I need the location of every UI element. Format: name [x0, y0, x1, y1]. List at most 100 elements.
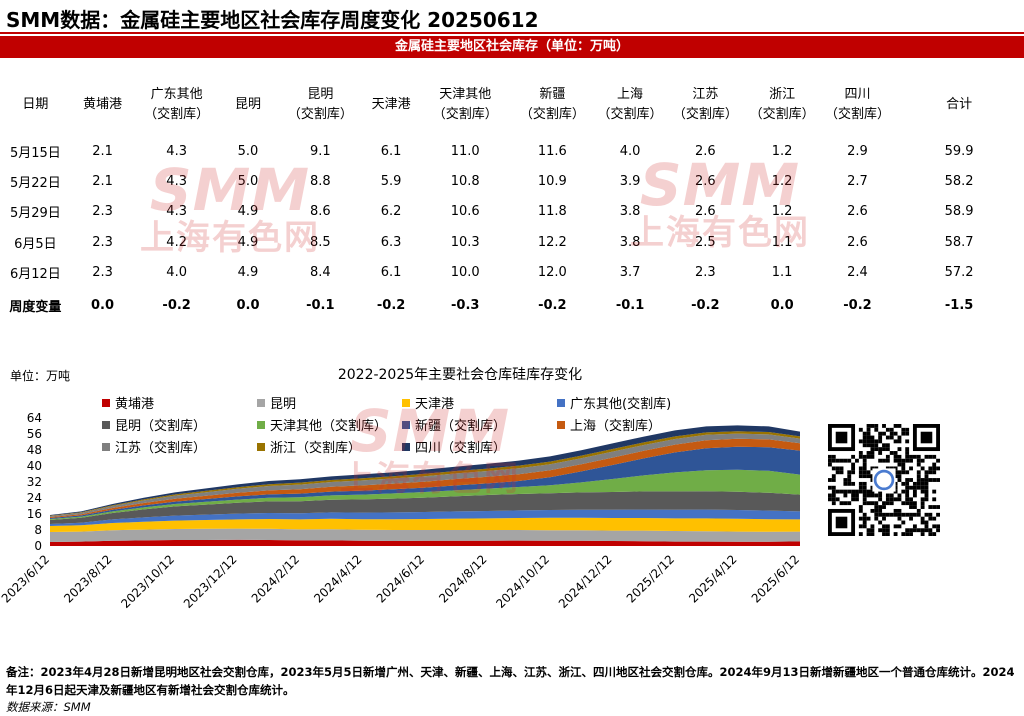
qr-module — [897, 462, 902, 467]
table-cell: 2.7 — [847, 174, 868, 190]
qr-module — [855, 497, 859, 502]
qr-module — [897, 470, 902, 475]
qr-module — [893, 532, 898, 536]
qr-module — [828, 497, 832, 502]
chart-title: 2022-2025年主要社会仓库硅库存变化 — [337, 367, 583, 383]
qr-module — [928, 532, 933, 536]
qr-module — [878, 435, 883, 440]
legend-swatch — [102, 398, 110, 407]
qr-module — [889, 493, 894, 498]
qr-module — [928, 478, 933, 482]
table-cell: 10.9 — [537, 174, 567, 190]
qr-module — [936, 466, 940, 471]
table-cell: 6.1 — [380, 265, 402, 281]
qr-module — [901, 501, 906, 506]
qr-module — [882, 443, 886, 448]
page-title: SMM数据：金属硅主要地区社会库存周度变化 20250612 — [6, 8, 539, 32]
table-cell: 2.4 — [847, 265, 868, 281]
table-cell: 11.6 — [537, 143, 567, 159]
qr-module — [866, 470, 871, 475]
table-cell: 2.6 — [695, 143, 716, 159]
qr-module — [835, 470, 840, 475]
qr-module — [936, 512, 940, 517]
y-tick-label: 8 — [34, 523, 42, 537]
qr-module — [889, 466, 894, 471]
qr-module — [885, 512, 890, 517]
qr-module — [870, 454, 875, 459]
weekly-change-cell: -0.3 — [451, 298, 480, 314]
qr-module — [901, 458, 906, 463]
qr-module — [916, 481, 921, 486]
column-header-label: 江苏 — [692, 87, 719, 102]
qr-module — [901, 512, 906, 517]
x-tick: 2023/12/12 — [181, 552, 240, 611]
qr-module — [851, 497, 856, 502]
qr-module — [897, 447, 902, 452]
qr-module — [916, 454, 921, 459]
qr-module — [916, 478, 921, 482]
legend-swatch — [102, 420, 110, 429]
table-cell: 4.0 — [166, 265, 187, 281]
y-tick-label: 16 — [27, 507, 42, 521]
footnote: 备注：2023年4月28日新增昆明地区社会交割仓库，2023年5月5日新增广州、… — [6, 665, 1015, 697]
qr-module — [874, 427, 879, 432]
qr-module — [909, 497, 913, 502]
qr-module — [905, 454, 910, 459]
qr-module — [905, 447, 910, 452]
qr-module — [905, 485, 910, 490]
title-divider — [0, 32, 1024, 34]
column-header-sublabel: （交割库） — [597, 107, 663, 122]
qr-module — [924, 497, 929, 502]
qr-module — [878, 508, 883, 513]
qr-module — [862, 497, 867, 502]
qr-module — [893, 524, 898, 529]
qr-module — [831, 493, 836, 498]
qr-module — [920, 481, 925, 486]
area-series — [50, 539, 800, 546]
y-tick-label: 64 — [27, 411, 42, 425]
area-series — [50, 469, 800, 520]
qr-module — [909, 454, 913, 459]
column-header-label: 广东其他 — [150, 87, 203, 102]
qr-module — [885, 435, 890, 440]
qr-module — [885, 466, 890, 471]
legend-swatch — [557, 420, 565, 429]
legend-swatch — [402, 398, 410, 407]
qr-module — [882, 501, 886, 506]
qr-module — [855, 489, 859, 494]
qr-module — [912, 505, 917, 509]
qr-module — [920, 505, 925, 509]
qr-module — [924, 470, 929, 475]
qr-module — [928, 528, 933, 533]
table-row: 5月29日 2.3 4.3 4.9 8.6 6.2 10.6 11.8 3.8 2.6 1.2 2.6… — [0, 197, 1024, 227]
x-tick-label: 2025/2/12 — [624, 552, 677, 605]
legend-label: 天津其他（交割库） — [270, 419, 388, 434]
table-row: 5月15日 2.1 4.3 5.0 9.1 6.1 11.0 11.6 4.0 2.6 1.2 2.9… — [0, 136, 1024, 166]
qr-module — [866, 528, 871, 533]
qr-module — [909, 458, 913, 463]
qr-module — [874, 501, 879, 506]
qr-module — [916, 462, 921, 467]
qr-module — [870, 451, 875, 455]
qr-module — [924, 520, 929, 525]
qr-module — [874, 443, 879, 448]
table-cell: 2.3 — [92, 234, 113, 250]
qr-module — [885, 493, 890, 498]
qr-module — [893, 466, 898, 471]
legend-item: 广东其他(交割库) — [557, 393, 671, 412]
column-header-label: 天津其他 — [439, 87, 492, 102]
weekly-change-cell: -0.2 — [691, 298, 720, 314]
qr-module — [862, 435, 867, 440]
qr-module — [828, 493, 832, 498]
qr-module — [866, 427, 871, 432]
qr-module — [858, 439, 863, 444]
qr-module — [897, 424, 902, 428]
qr-module — [897, 497, 902, 502]
qr-module — [866, 435, 871, 440]
table-cell: 2.3 — [92, 204, 113, 220]
qr-module — [831, 501, 836, 506]
qr-module — [870, 493, 875, 498]
qr-module — [893, 431, 898, 436]
qr-module — [862, 520, 867, 525]
qr-module — [928, 470, 933, 475]
